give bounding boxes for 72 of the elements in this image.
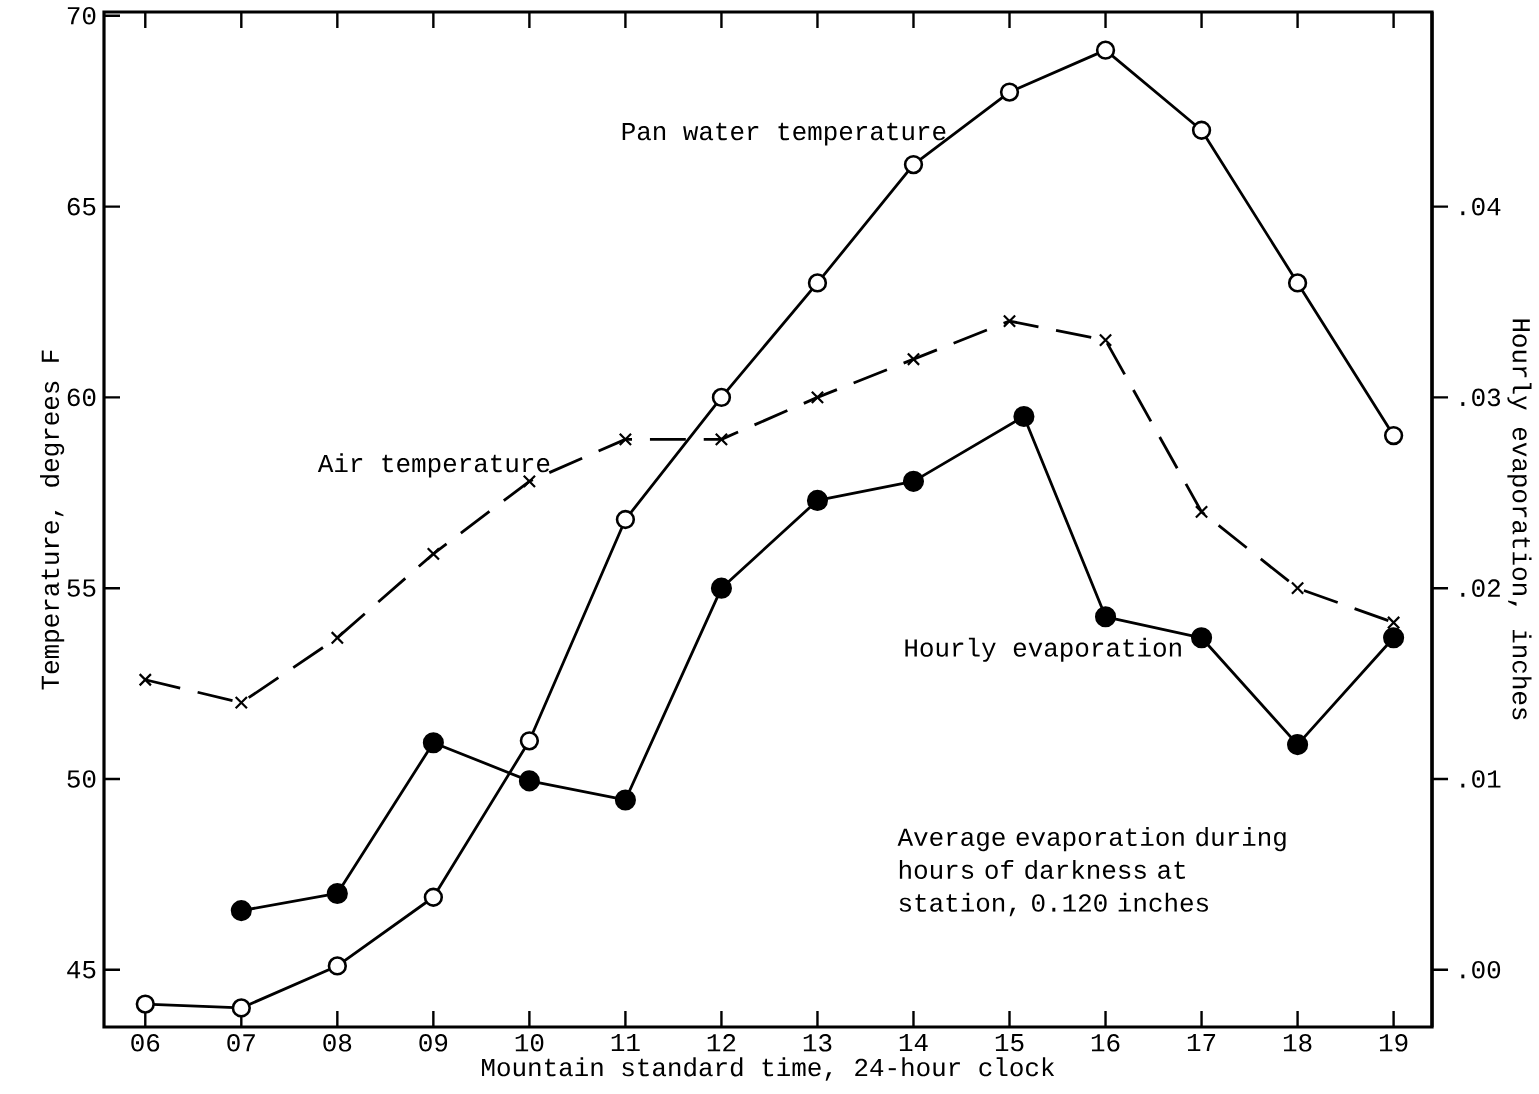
y2-axis-title: Hourly evaporation, inches [1507,319,1532,720]
x-tick-label: 06 [131,1034,160,1052]
point [999,82,1020,102]
point [519,731,540,751]
point [714,432,729,447]
point [135,994,155,1014]
point [330,631,345,645]
x-tick-label: 19 [1379,1034,1408,1052]
point [1094,606,1117,628]
point [422,732,444,754]
y-tick-label: 50 [67,770,96,788]
series-label: Air temperature [317,453,550,478]
point [1002,314,1017,328]
point [230,900,252,922]
y2-tick-label: .00 [1461,960,1501,979]
x-tick-label: 17 [1187,1034,1216,1052]
point [327,956,348,976]
point [1386,615,1401,630]
point [618,432,633,447]
point [231,998,251,1018]
x-tick-label: 07 [227,1034,255,1052]
point [423,887,444,907]
y2-tick-label: .02 [1461,579,1500,597]
y2-tick-label: .01 [1461,770,1501,788]
x-tick-label: 09 [419,1034,448,1052]
y-tick-label: 65 [67,197,96,216]
y-tick-label: 60 [67,388,96,407]
point [1287,734,1309,756]
point [1190,627,1213,649]
point [615,509,636,530]
y2-tick-label: .03 [1461,388,1501,407]
point [1194,505,1209,519]
point [138,673,153,687]
point [1098,333,1113,347]
x-axis-title: Mountain standard time, 24-hour clock [482,1057,1055,1081]
y-axis-title: Temperature, degrees F [40,350,65,690]
x-tick-label: 08 [323,1034,352,1052]
series-label: Pan water temperature [622,122,946,146]
x-tick-label: 18 [1283,1034,1312,1052]
point [1383,425,1404,446]
y2-tick-label: .04 [1461,197,1501,216]
point [518,770,540,792]
point [234,695,249,710]
y-tick-label: 45 [67,961,96,979]
x-tick-label: 15 [995,1034,1024,1052]
point [1095,40,1116,60]
point [807,273,828,293]
x-tick-label: 14 [899,1034,928,1052]
point [1287,273,1308,293]
point [614,789,636,811]
x-tick-label: 10 [515,1034,544,1052]
point [806,489,829,511]
point [810,390,825,405]
x-tick-label: 13 [803,1034,832,1052]
point [1383,627,1405,649]
point [903,154,924,175]
x-tick-label: 11 [611,1034,640,1052]
annotation: Average evaporation during hours of darkness at station, 0.120 inches [897,827,1286,917]
point [906,352,921,366]
y-tick-label: 70 [67,6,96,25]
point [710,577,732,599]
x-tick-label: 12 [707,1034,736,1052]
point [1290,581,1305,595]
series-label: Hourly evaporation [905,637,1181,662]
point [902,470,925,492]
point [426,547,441,561]
point [1191,120,1212,140]
x-tick-label: 16 [1091,1034,1120,1052]
y-tick-label: 55 [67,579,96,597]
point [326,882,348,905]
point [1013,405,1035,428]
point [711,387,732,408]
